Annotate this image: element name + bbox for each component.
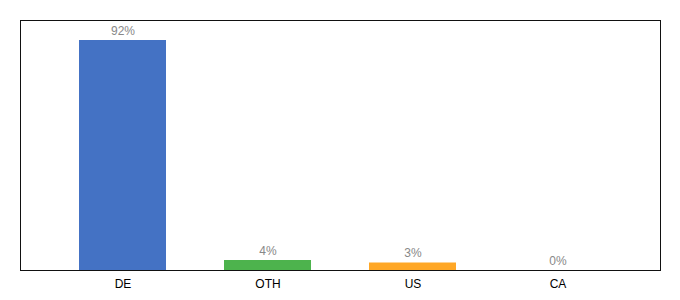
svg-text:OTH: OTH (255, 277, 280, 291)
svg-text:3%: 3% (404, 246, 422, 260)
svg-text:DE: DE (115, 277, 132, 291)
svg-text:92%: 92% (111, 24, 135, 38)
svg-text:4%: 4% (259, 244, 277, 258)
svg-text:0%: 0% (549, 254, 567, 268)
svg-text:US: US (405, 277, 422, 291)
svg-text:CA: CA (550, 277, 567, 291)
